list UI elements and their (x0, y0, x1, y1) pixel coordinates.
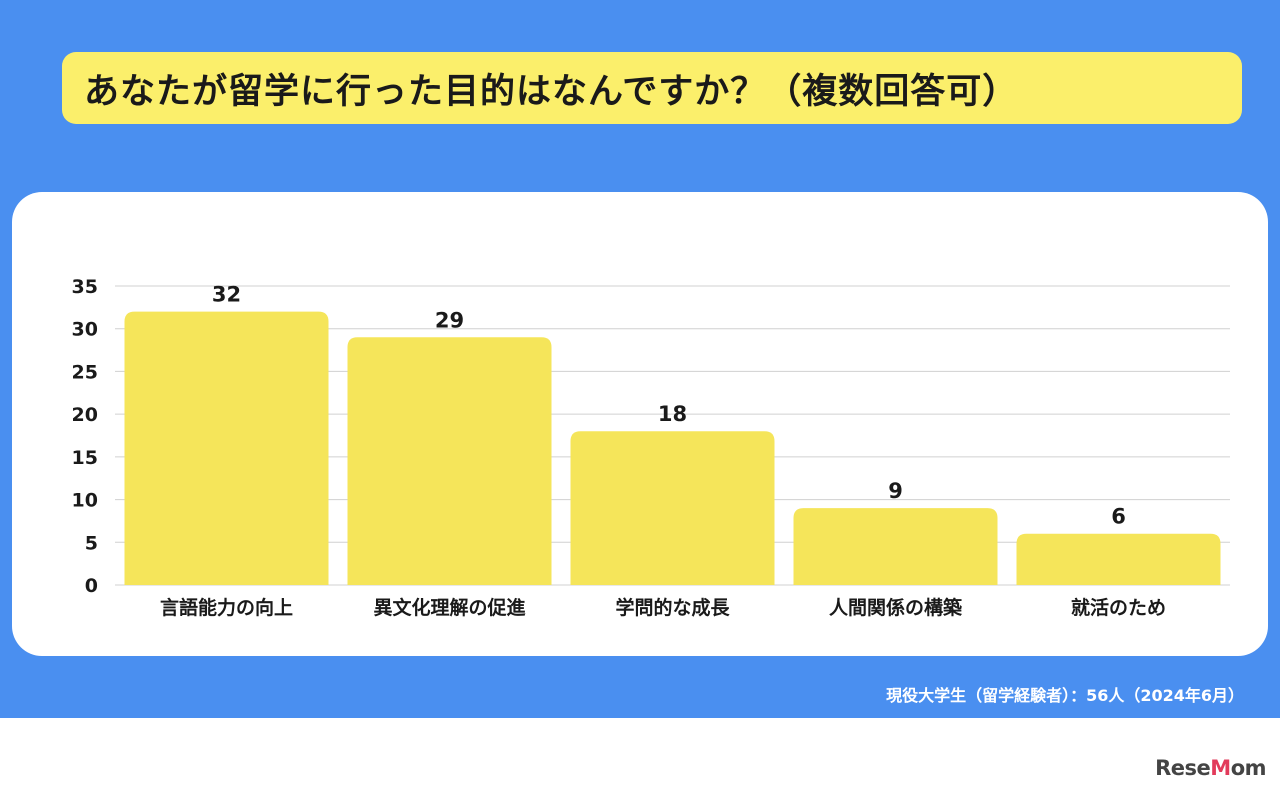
x-category-label: 就活のため (1071, 596, 1166, 619)
data-label: 18 (658, 402, 687, 426)
chart-title: あなたが留学に行った目的はなんですか？（複数回答可） (84, 71, 1019, 112)
data-label: 9 (888, 479, 903, 503)
y-tick-label: 25 (72, 361, 98, 383)
bar (793, 508, 998, 585)
title-banner: あなたが留学に行った目的はなんですか？（複数回答可） (62, 52, 1242, 124)
y-tick-label: 15 (72, 447, 98, 469)
logo-text: ReseMom (1155, 756, 1266, 780)
chart-card: 0 5 10 15 20 25 30 35 32 言語能力の向上 29 異文化理解の促進 18 学問的な成… (12, 192, 1268, 656)
resemom-logo: ReseMom (1155, 756, 1266, 780)
data-label: 29 (435, 308, 464, 332)
x-category-label: 異文化理解の促進 (373, 596, 525, 619)
x-category-label: 学問的な成長 (615, 596, 730, 619)
bar (124, 311, 329, 585)
bar (347, 337, 552, 585)
y-tick-label: 35 (72, 276, 98, 298)
bar-chart: 0 5 10 15 20 25 30 35 32 言語能力の向上 29 異文化理解の促進 18 学問的な成… (72, 276, 1230, 619)
y-tick-label: 20 (72, 404, 98, 426)
data-label: 6 (1111, 505, 1126, 529)
y-tick-label: 0 (85, 575, 98, 597)
x-category-label: 人間関係の構築 (829, 596, 963, 619)
source-note: 現役大学生（留学経験者）：56人（2024年6月） (886, 686, 1244, 705)
y-tick-label: 5 (85, 532, 98, 554)
x-category-label: 言語能力の向上 (160, 596, 293, 619)
y-tick-label: 10 (72, 490, 98, 512)
data-label: 32 (212, 283, 241, 307)
bar (1016, 533, 1221, 585)
bar (570, 431, 775, 585)
y-tick-label: 30 (72, 319, 98, 341)
